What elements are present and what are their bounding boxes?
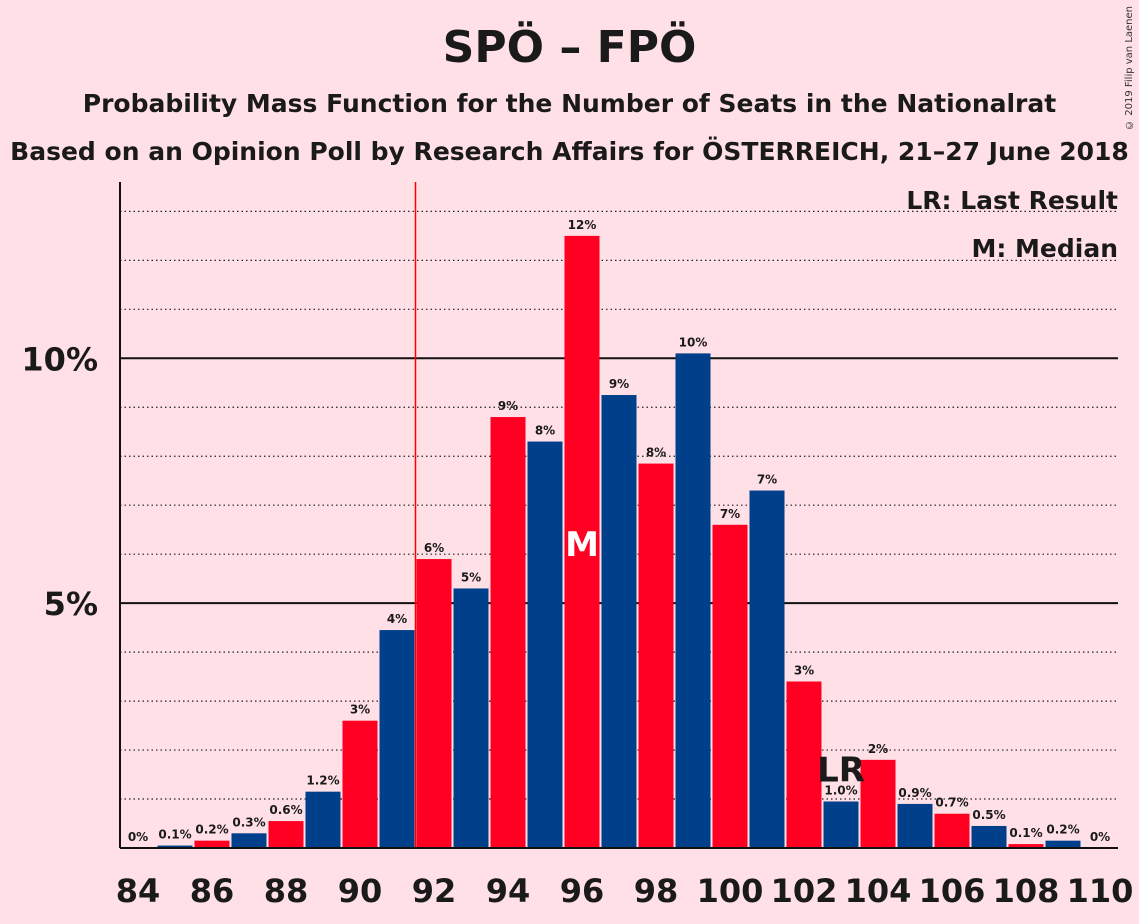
bar	[1045, 840, 1081, 848]
bar	[231, 833, 267, 848]
y-tick-label: 10%	[21, 340, 98, 378]
x-tick-label: 100	[697, 872, 764, 910]
x-tick-label: 84	[116, 872, 161, 910]
median-marker: M	[565, 525, 599, 565]
bar	[1008, 844, 1044, 848]
legend-last-result: LR: Last Result	[906, 186, 1118, 215]
x-tick-label: 108	[993, 872, 1060, 910]
data-label: 10%	[679, 335, 708, 349]
last-result-marker: LR	[817, 750, 865, 790]
data-label: 0.2%	[195, 823, 228, 837]
data-label: 9%	[498, 399, 518, 413]
y-tick-label: 5%	[44, 585, 98, 623]
bar	[712, 524, 748, 848]
data-label: 3%	[794, 664, 814, 678]
chart-title: SPÖ – FPÖ	[442, 22, 697, 73]
data-label: 3%	[350, 703, 370, 717]
bar	[601, 395, 637, 848]
data-label: 12%	[568, 218, 597, 232]
data-label: 1.0%	[824, 783, 857, 797]
data-label: 0%	[1090, 830, 1110, 844]
legend-median: M: Median	[971, 234, 1118, 263]
x-tick-label: 98	[634, 872, 679, 910]
data-labels: 0% 0.1% 0.2% 0.3% 0.6% 1.2% 3% 4% 6% 5% 9% 8% 12% 9% 8…	[128, 218, 1110, 844]
x-tick-label: 110	[1067, 872, 1134, 910]
bar	[749, 490, 785, 848]
data-label: 1.2%	[306, 774, 339, 788]
bar	[675, 353, 711, 848]
bar	[786, 681, 822, 848]
bar	[638, 463, 674, 848]
chart-subtitle: Probability Mass Function for the Number…	[82, 89, 1057, 118]
data-label: 7%	[757, 473, 777, 487]
bar	[194, 840, 230, 848]
data-label: 0.3%	[232, 815, 265, 829]
x-tick-label: 92	[412, 872, 457, 910]
x-tick-label: 102	[771, 872, 838, 910]
data-label: 4%	[387, 612, 407, 626]
data-label: 0%	[128, 830, 148, 844]
data-label: 7%	[720, 507, 740, 521]
chart-source: Based on an Opinion Poll by Research Aff…	[10, 137, 1129, 166]
data-label: 8%	[646, 446, 666, 460]
bar	[305, 791, 341, 848]
data-label: 0.1%	[1009, 826, 1042, 840]
bar	[564, 235, 600, 848]
x-tick-label: 90	[338, 872, 383, 910]
x-tick-label: 88	[264, 872, 309, 910]
data-label: 8%	[535, 424, 555, 438]
bar	[897, 803, 933, 848]
x-tick-label: 96	[560, 872, 605, 910]
data-label: 0.1%	[158, 828, 191, 842]
x-tick-label: 86	[190, 872, 235, 910]
bar	[268, 821, 304, 848]
data-label: 5%	[461, 570, 481, 584]
bar	[342, 720, 378, 848]
x-tick-label: 106	[919, 872, 986, 910]
data-label: 0.2%	[1046, 823, 1079, 837]
bar	[490, 417, 526, 848]
bar	[157, 845, 193, 848]
data-label: 9%	[609, 377, 629, 391]
data-label: 0.9%	[898, 786, 931, 800]
data-label: 0.5%	[972, 808, 1005, 822]
data-label: 2%	[868, 742, 888, 756]
bar	[453, 588, 489, 848]
data-label: 6%	[424, 541, 444, 555]
bar	[416, 559, 452, 848]
bar	[971, 825, 1007, 848]
bar	[934, 813, 970, 848]
bar	[527, 441, 563, 848]
data-label: 0.6%	[269, 803, 302, 817]
axes: 5% 10% 84 86 88 90 92 94 96 98 100 102 104 106 108 110	[21, 182, 1133, 910]
bar	[823, 801, 859, 848]
x-tick-label: 94	[486, 872, 531, 910]
data-label: 0.7%	[935, 796, 968, 810]
bar	[379, 630, 415, 848]
x-tick-label: 104	[845, 872, 912, 910]
bar	[860, 759, 896, 848]
bars	[157, 235, 1081, 848]
